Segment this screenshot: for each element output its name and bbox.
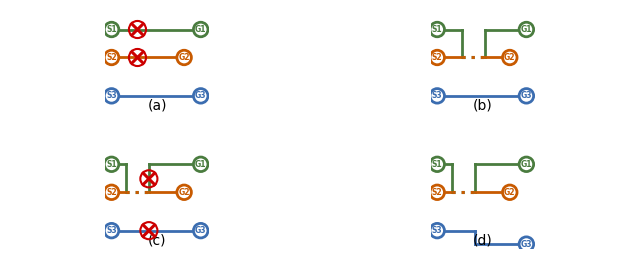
Text: G2: G2	[179, 53, 190, 62]
Text: (c): (c)	[148, 233, 166, 247]
Circle shape	[519, 157, 534, 172]
Circle shape	[104, 157, 119, 172]
Text: S2: S2	[432, 53, 442, 62]
Circle shape	[193, 22, 208, 37]
Text: G1: G1	[195, 25, 207, 34]
Circle shape	[104, 89, 119, 103]
Text: (d): (d)	[473, 233, 493, 247]
Text: S3: S3	[432, 91, 442, 100]
Text: G1: G1	[520, 25, 532, 34]
Text: S1: S1	[432, 25, 442, 34]
Circle shape	[519, 22, 534, 37]
Text: G2: G2	[504, 188, 516, 197]
Circle shape	[502, 185, 517, 199]
Circle shape	[193, 89, 208, 103]
Text: G3: G3	[195, 226, 207, 235]
Text: S2: S2	[432, 188, 442, 197]
Circle shape	[104, 22, 119, 37]
Circle shape	[430, 185, 444, 199]
Text: S1: S1	[106, 25, 117, 34]
Text: (a): (a)	[147, 98, 167, 112]
Text: G1: G1	[195, 160, 207, 169]
Text: G3: G3	[520, 91, 532, 100]
Circle shape	[502, 50, 517, 65]
Circle shape	[430, 89, 444, 103]
Circle shape	[519, 89, 534, 103]
Circle shape	[177, 50, 191, 65]
Text: G2: G2	[179, 188, 190, 197]
Circle shape	[193, 223, 208, 238]
Text: S2: S2	[106, 188, 117, 197]
Circle shape	[519, 237, 534, 251]
Text: S3: S3	[106, 226, 117, 235]
Text: S3: S3	[106, 91, 117, 100]
Text: S3: S3	[432, 226, 442, 235]
Circle shape	[430, 223, 444, 238]
Circle shape	[430, 157, 444, 172]
Circle shape	[104, 223, 119, 238]
Text: G1: G1	[520, 160, 532, 169]
Text: G3: G3	[195, 91, 207, 100]
Text: S1: S1	[432, 160, 442, 169]
Circle shape	[193, 157, 208, 172]
Circle shape	[104, 185, 119, 199]
Text: G2: G2	[504, 53, 516, 62]
Text: G3: G3	[520, 240, 532, 249]
Text: S1: S1	[106, 160, 117, 169]
Text: (b): (b)	[473, 98, 493, 112]
Circle shape	[430, 50, 444, 65]
Circle shape	[104, 50, 119, 65]
Circle shape	[177, 185, 191, 199]
Circle shape	[430, 22, 444, 37]
Text: S2: S2	[106, 53, 117, 62]
